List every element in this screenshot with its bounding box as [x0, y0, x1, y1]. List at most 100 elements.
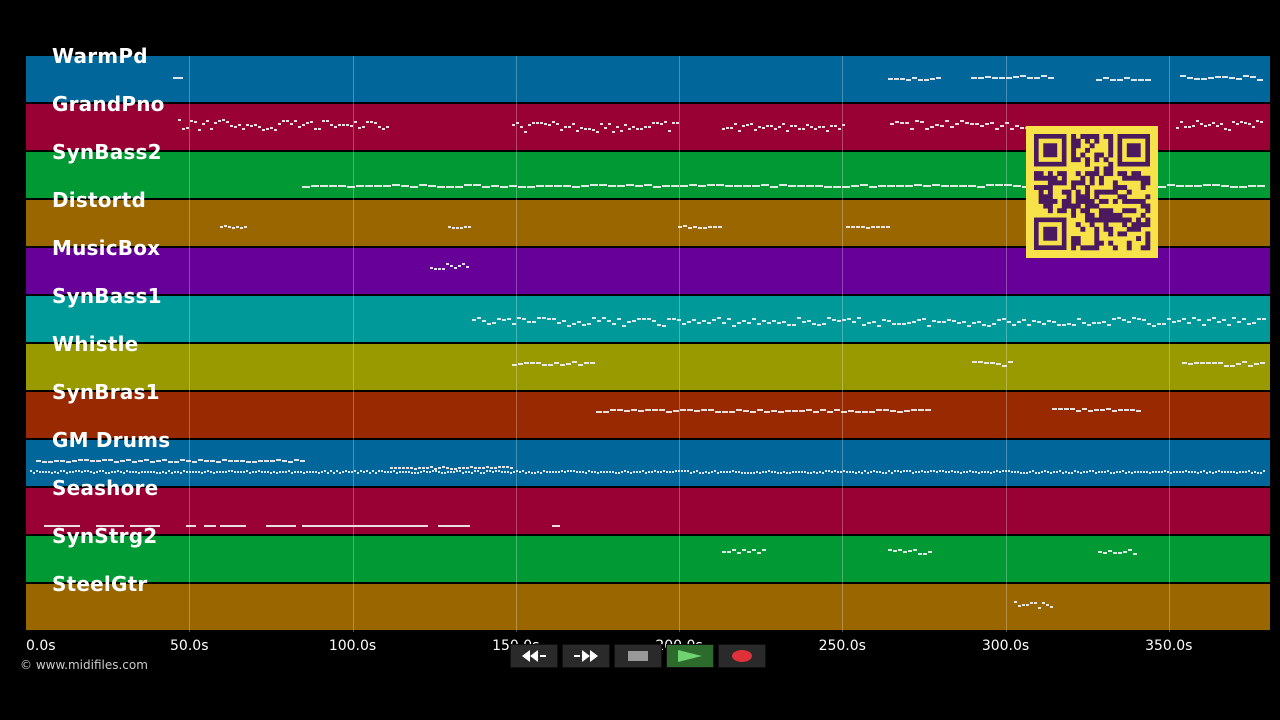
tick-label: 0.0s [26, 638, 56, 654]
track-name: SteelGtr [52, 572, 148, 596]
note-segment [264, 460, 269, 462]
play-button[interactable] [666, 644, 714, 668]
note-segment [779, 184, 787, 186]
note-segment [1245, 471, 1247, 473]
note-segment [1188, 471, 1190, 473]
note-segment [378, 470, 380, 472]
note-segment [165, 472, 167, 474]
note-segment [896, 185, 904, 187]
note-segment [354, 470, 356, 472]
rewind-button[interactable] [510, 644, 558, 668]
note-segment [434, 468, 437, 470]
track-lane[interactable]: WarmPd [26, 44, 1270, 102]
note-segment [774, 471, 776, 473]
note-segment [1002, 318, 1006, 320]
note-segment [578, 364, 583, 366]
note-segment [522, 318, 526, 320]
note-segment [1098, 471, 1100, 473]
note-segment [1172, 321, 1176, 323]
note-segment [408, 471, 410, 473]
note-segment [977, 186, 985, 188]
note-segment [932, 184, 940, 186]
note-segment [1047, 320, 1051, 322]
note-segment [456, 470, 458, 472]
piano-roll[interactable]: WarmPd GrandPno SynBass2 Distortd MusicBox Sy… [26, 44, 1270, 632]
note-segment [672, 471, 674, 473]
note-segment [883, 409, 889, 411]
note-segment [722, 411, 728, 413]
note-segment [702, 472, 704, 474]
note-segment [311, 185, 319, 187]
note-segment [918, 553, 922, 555]
note-segment [1256, 120, 1259, 122]
note-segment [736, 409, 742, 411]
note-segment [192, 471, 194, 473]
note-segment [510, 472, 512, 474]
note-segment [288, 461, 293, 463]
record-button[interactable] [718, 644, 766, 668]
note-segment [867, 472, 869, 474]
note-segment [959, 185, 967, 187]
track-lane[interactable]: Whistle [26, 332, 1270, 390]
note-segment [954, 471, 956, 473]
note-segment [591, 471, 593, 473]
note-segment [354, 121, 357, 123]
note-segment [610, 409, 616, 411]
note-segment [730, 127, 733, 129]
note-segment [1184, 126, 1187, 128]
track-lane[interactable]: SynStrg2 [26, 524, 1270, 582]
note-segment [1146, 471, 1148, 473]
note-segment [1161, 471, 1163, 473]
note-segment [132, 471, 134, 473]
note-segment [216, 461, 221, 463]
track-lane[interactable]: Seashore [26, 476, 1270, 534]
note-segment [947, 319, 951, 321]
note-segment [492, 471, 494, 473]
note-segment [675, 470, 677, 472]
note-segment [219, 471, 221, 473]
track-lane[interactable]: SteelGtr [26, 572, 1270, 630]
note-segment [838, 128, 841, 130]
note-segment [699, 472, 701, 474]
note-segment [642, 470, 644, 472]
note-segment [636, 128, 639, 130]
note-segment [285, 471, 287, 473]
note-segment [258, 470, 260, 472]
note-segment [462, 472, 464, 474]
note-segment [1252, 126, 1255, 128]
note-segment [1032, 320, 1036, 322]
note-segment [213, 472, 215, 474]
note-segment [705, 471, 707, 473]
note-segment [900, 122, 904, 124]
note-segment [1236, 123, 1239, 125]
note-segment [96, 471, 98, 473]
note-segment [315, 471, 317, 473]
note-segment [852, 471, 854, 473]
note-segment [495, 470, 497, 472]
note-segment [754, 129, 757, 131]
note-segment [1046, 604, 1049, 606]
track-lane[interactable]: GM Drums [26, 428, 1270, 486]
note-segment [1194, 471, 1196, 473]
note-segment [1260, 472, 1262, 474]
track-lane[interactable]: SynBras1 [26, 380, 1270, 438]
note-segment [324, 470, 326, 472]
note-segment [631, 409, 637, 411]
note-segment [608, 123, 611, 125]
note-segment [454, 468, 457, 470]
note-segment [1110, 472, 1112, 474]
note-segment [642, 318, 646, 320]
note-segment [207, 470, 209, 472]
note-segment [453, 471, 455, 473]
fast-forward-button[interactable] [562, 644, 610, 668]
note-segment [620, 130, 623, 132]
note-segment [1133, 553, 1137, 555]
note-segment [557, 322, 561, 324]
note-segment [1042, 323, 1046, 325]
stop-button[interactable] [614, 644, 662, 668]
note-segment [1200, 362, 1205, 364]
note-segment [1077, 318, 1081, 320]
note-segment [982, 324, 986, 326]
note-segment [1179, 471, 1181, 473]
note-segment [596, 411, 602, 413]
